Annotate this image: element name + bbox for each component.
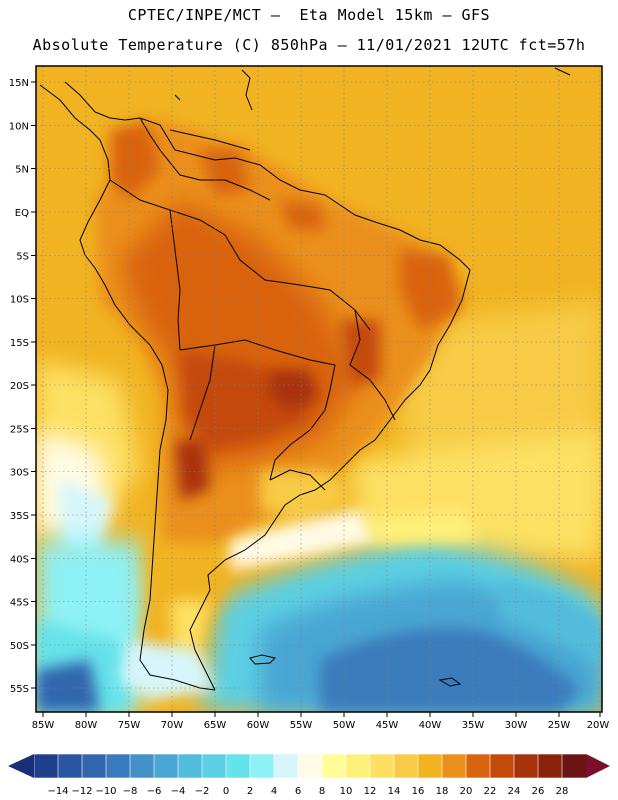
lat-label-40s: 40S: [10, 555, 29, 566]
colorbar-label: 28: [556, 786, 569, 797]
lat-label-10n: 10N: [9, 122, 29, 133]
colorbar-label: 0: [223, 786, 229, 797]
colorbar-swatch: [513, 753, 539, 779]
colorbar-swatch: [201, 753, 227, 779]
colorbar: −14 −12 −10 −8 −6 −4 −2 0 2 4 6 8 10 12 14 16 18 20 22 24 26…: [8, 753, 610, 797]
colorbar-label: 12: [364, 786, 377, 797]
colorbar-swatch: [153, 753, 179, 779]
colorbar-label: −14: [47, 786, 68, 797]
colorbar-labels: −14 −12 −10 −8 −6 −4 −2 0 2 4 6 8 10 12 14 16 18 20 22 24 26…: [47, 786, 568, 797]
lat-label-50s: 50S: [10, 641, 29, 652]
colorbar-swatch: [537, 753, 563, 779]
lon-label-75w: 75W: [118, 720, 141, 731]
colorbar-label: 4: [271, 786, 277, 797]
colorbar-swatches: [33, 753, 587, 779]
lat-label-30s: 30S: [10, 468, 29, 479]
colorbar-label: 24: [508, 786, 521, 797]
lon-label-35w: 35W: [462, 720, 485, 731]
colorbar-swatch: [225, 753, 251, 779]
colorbar-label: −10: [95, 786, 116, 797]
colorbar-label: 20: [460, 786, 473, 797]
lon-label-65w: 65W: [204, 720, 227, 731]
lat-label-15n: 15N: [9, 78, 29, 89]
colorbar-swatch: [33, 753, 59, 779]
colorbar-label: −8: [123, 786, 138, 797]
lon-label-20w: 20W: [587, 720, 610, 731]
colorbar-swatch: [105, 753, 131, 779]
colorbar-label: 18: [436, 786, 449, 797]
latitude-labels: 15N 10N 5N EQ 5S 10S 15S 20S 25S 30S 35S…: [9, 78, 29, 695]
colorbar-label: 10: [340, 786, 353, 797]
colorbar-high-arrow: [586, 754, 610, 778]
colorbar-swatch: [57, 753, 83, 779]
map-title: CPTEC/INPE/MCT – Eta Model 15km – GFS: [127, 6, 491, 24]
map-subtitle: Absolute Temperature (C) 850hPa – 11/01/…: [32, 36, 586, 54]
colorbar-label: −6: [147, 786, 162, 797]
colorbar-label: 14: [388, 786, 401, 797]
colorbar-swatch: [249, 753, 275, 779]
lat-label-55s: 55S: [10, 684, 29, 695]
lon-label-60w: 60W: [247, 720, 270, 731]
colorbar-swatch: [561, 753, 587, 779]
colorbar-low-arrow: [8, 754, 34, 778]
colorbar-swatch: [81, 753, 107, 779]
colorbar-swatch: [129, 753, 155, 779]
colorbar-label: 6: [295, 786, 301, 797]
lat-label-20s: 20S: [10, 381, 29, 392]
lon-label-80w: 80W: [75, 720, 98, 731]
colorbar-swatch: [465, 753, 491, 779]
lon-label-40w: 40W: [419, 720, 442, 731]
colorbar-swatch: [441, 753, 467, 779]
colorbar-swatch: [321, 753, 347, 779]
colorbar-label: −4: [171, 786, 186, 797]
temperature-field: [36, 66, 602, 712]
colorbar-swatch: [489, 753, 515, 779]
colorbar-swatch: [369, 753, 395, 779]
south-georgia: [438, 677, 462, 687]
lat-label-5n: 5N: [15, 165, 29, 176]
lat-label-45s: 45S: [10, 598, 29, 609]
lon-label-45w: 45W: [376, 720, 399, 731]
colorbar-swatch: [345, 753, 371, 779]
falkland-islands: [249, 654, 276, 665]
coastline: [39, 81, 471, 691]
colorbar-swatch: [177, 753, 203, 779]
colorbar-swatch: [273, 753, 299, 779]
tick-marks: [31, 81, 601, 717]
map-frame: [35, 65, 603, 713]
lon-label-55w: 55W: [290, 720, 313, 731]
colorbar-swatch: [417, 753, 443, 779]
lat-label-eq: EQ: [15, 208, 29, 219]
colorbar-swatch: [297, 753, 323, 779]
lat-label-5s: 5S: [16, 252, 29, 263]
lat-label-15s: 15S: [10, 338, 29, 349]
lon-label-50w: 50W: [333, 720, 356, 731]
longitude-labels: 85W 80W 75W 70W 65W 60W 55W 50W 45W 40W …: [32, 720, 610, 731]
lat-label-10s: 10S: [10, 295, 29, 306]
lon-label-25w: 25W: [548, 720, 571, 731]
colorbar-label: 2: [247, 786, 253, 797]
lon-label-70w: 70W: [161, 720, 184, 731]
colorbar-label: −2: [195, 786, 210, 797]
colorbar-label: 26: [532, 786, 545, 797]
colorbar-label: 8: [319, 786, 325, 797]
colorbar-swatch: [393, 753, 419, 779]
caribbean-islands: [174, 67, 571, 111]
colorbar-label: 22: [484, 786, 497, 797]
lon-label-30w: 30W: [505, 720, 528, 731]
lon-label-85w: 85W: [32, 720, 55, 731]
temperature-map: 15N 10N 5N EQ 5S 10S 15S 20S 25S 30S 35S…: [9, 65, 610, 731]
colorbar-label: −12: [71, 786, 92, 797]
lat-label-35s: 35S: [10, 511, 29, 522]
colorbar-label: 16: [412, 786, 425, 797]
lat-label-25s: 25S: [10, 425, 29, 436]
